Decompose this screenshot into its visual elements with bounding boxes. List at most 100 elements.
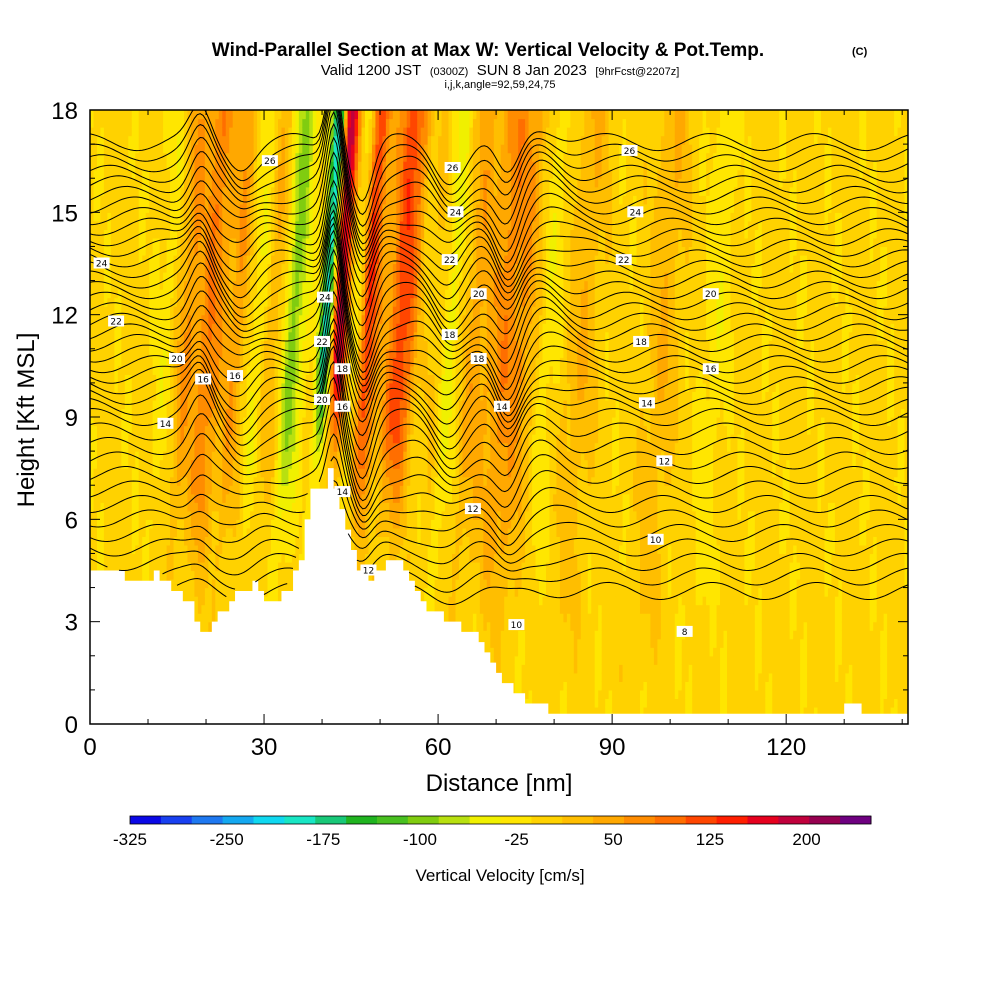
velocity-cell bbox=[117, 331, 122, 341]
velocity-cell bbox=[274, 553, 279, 563]
velocity-cell bbox=[243, 246, 248, 256]
velocity-cell bbox=[194, 254, 199, 265]
velocity-cell bbox=[229, 203, 234, 213]
velocity-cell bbox=[110, 127, 115, 137]
velocity-cell bbox=[257, 493, 262, 503]
velocity-cell bbox=[103, 442, 109, 452]
velocity-cell bbox=[274, 348, 279, 358]
velocity-cell bbox=[232, 195, 237, 205]
velocity-cell bbox=[232, 152, 237, 162]
velocity-cell bbox=[229, 254, 234, 265]
velocity-cell bbox=[222, 144, 227, 154]
velocity-cell bbox=[267, 502, 272, 512]
velocity-cell bbox=[211, 306, 216, 316]
velocity-cell bbox=[110, 169, 115, 179]
velocity-cell bbox=[250, 493, 255, 503]
velocity-cell bbox=[260, 425, 265, 435]
velocity-cell bbox=[288, 118, 293, 128]
velocity-cell bbox=[187, 161, 192, 171]
velocity-cell bbox=[243, 357, 248, 367]
velocity-cell bbox=[100, 417, 105, 427]
velocity-cell bbox=[257, 237, 262, 248]
velocity-cell bbox=[281, 553, 286, 563]
velocity-cell bbox=[183, 459, 189, 469]
velocity-cell bbox=[246, 280, 251, 290]
velocity-cell bbox=[277, 451, 283, 461]
velocity-cell bbox=[267, 169, 272, 179]
velocity-cell bbox=[170, 323, 175, 333]
velocity-cell bbox=[135, 254, 140, 265]
velocity-cell bbox=[246, 229, 251, 239]
velocity-cell bbox=[96, 527, 102, 537]
velocity-cell bbox=[271, 280, 276, 290]
velocity-cell bbox=[208, 399, 213, 410]
velocity-cell bbox=[312, 289, 317, 299]
velocity-cell bbox=[323, 476, 328, 486]
velocity-cell bbox=[142, 331, 147, 341]
velocity-cell bbox=[152, 451, 157, 461]
velocity-cell bbox=[271, 527, 276, 537]
velocity-cell bbox=[114, 280, 119, 290]
velocity-cell bbox=[96, 451, 102, 461]
velocity-cell bbox=[239, 476, 244, 486]
velocity-cell bbox=[309, 331, 314, 341]
velocity-cell bbox=[149, 340, 154, 350]
velocity-cell bbox=[142, 246, 147, 256]
velocity-cell bbox=[298, 306, 303, 316]
velocity-cell bbox=[93, 118, 98, 128]
velocity-cell bbox=[149, 442, 154, 452]
velocity-cell bbox=[204, 468, 209, 478]
velocity-cell bbox=[166, 544, 171, 555]
velocity-cell bbox=[96, 135, 102, 145]
velocity-cell bbox=[264, 110, 269, 120]
velocity-cell bbox=[114, 493, 119, 503]
velocity-cell bbox=[295, 391, 300, 401]
velocity-cell bbox=[117, 144, 122, 154]
velocity-cell bbox=[107, 280, 112, 290]
velocity-cell bbox=[288, 434, 293, 444]
velocity-cell bbox=[302, 237, 307, 248]
velocity-cell bbox=[267, 382, 272, 393]
velocity-cell bbox=[291, 178, 296, 188]
velocity-cell bbox=[222, 459, 227, 469]
velocity-cell bbox=[211, 417, 216, 427]
velocity-cell bbox=[236, 314, 241, 324]
velocity-cell bbox=[201, 434, 206, 444]
velocity-cell bbox=[264, 587, 269, 597]
velocity-cell bbox=[239, 391, 244, 401]
velocity-cell bbox=[204, 152, 209, 162]
velocity-cell bbox=[271, 195, 276, 205]
velocity-cell bbox=[166, 229, 171, 239]
velocity-cell bbox=[253, 212, 258, 222]
velocity-cell bbox=[100, 561, 105, 572]
velocity-cell bbox=[208, 135, 213, 145]
velocity-cell bbox=[197, 220, 202, 230]
velocity-cell bbox=[218, 331, 223, 341]
velocity-cell bbox=[90, 510, 95, 520]
velocity-cell bbox=[135, 178, 140, 188]
velocity-cell bbox=[145, 536, 150, 546]
velocity-cell bbox=[187, 561, 192, 572]
velocity-cell bbox=[239, 306, 244, 316]
velocity-cell bbox=[187, 297, 192, 307]
velocity-cell bbox=[225, 203, 230, 213]
velocity-cell bbox=[257, 561, 262, 572]
velocity-cell bbox=[166, 561, 171, 572]
velocity-cell bbox=[295, 382, 300, 393]
velocity-cell bbox=[253, 391, 258, 401]
velocity-cell bbox=[312, 178, 317, 188]
velocity-cell bbox=[166, 135, 171, 145]
velocity-cell bbox=[305, 425, 310, 435]
velocity-cell bbox=[190, 314, 196, 324]
velocity-cell bbox=[208, 536, 213, 546]
velocity-cell bbox=[117, 399, 122, 410]
velocity-cell bbox=[284, 399, 290, 410]
velocity-cell bbox=[96, 476, 102, 486]
velocity-cell bbox=[305, 161, 310, 171]
velocity-cell bbox=[288, 127, 293, 137]
velocity-cell bbox=[190, 246, 196, 256]
velocity-cell bbox=[277, 519, 283, 529]
velocity-cell bbox=[131, 348, 136, 358]
velocity-cell bbox=[309, 220, 314, 230]
velocity-cell bbox=[288, 527, 293, 537]
